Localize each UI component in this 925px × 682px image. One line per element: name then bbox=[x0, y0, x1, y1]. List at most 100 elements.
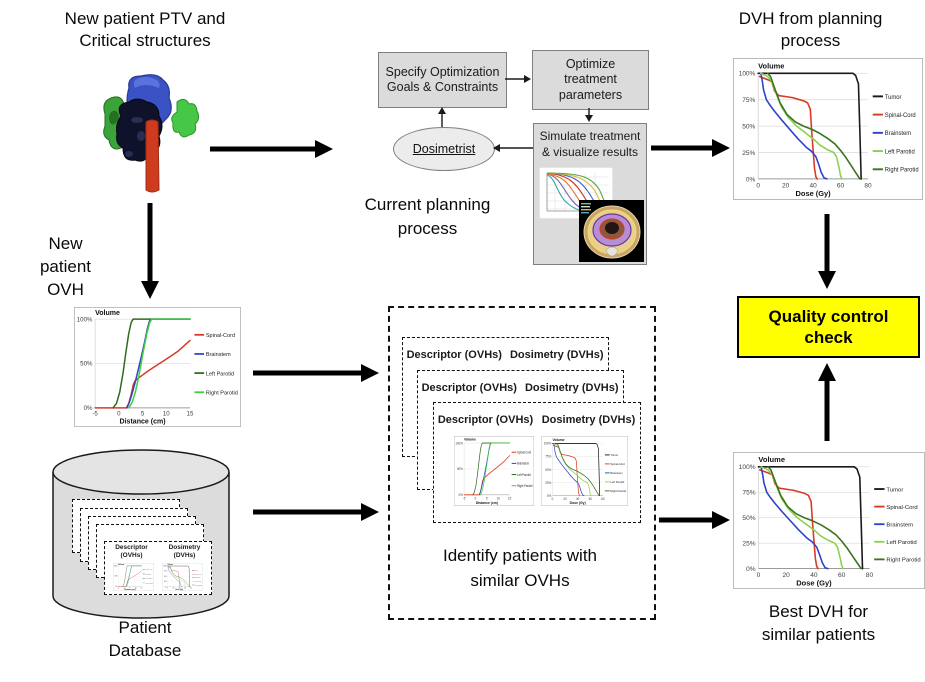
identify-patients-box bbox=[388, 306, 656, 620]
svg-text:Volume: Volume bbox=[758, 61, 784, 70]
svg-text:Volume: Volume bbox=[118, 564, 124, 566]
svg-text:Tumor: Tumor bbox=[611, 453, 619, 457]
svg-text:10: 10 bbox=[497, 496, 500, 500]
arrow-optimize-to-simulate bbox=[585, 108, 593, 122]
svg-text:Left Parotid: Left Parotid bbox=[517, 473, 531, 477]
svg-text:100%: 100% bbox=[739, 71, 756, 78]
svg-text:Right Parotid: Right Parotid bbox=[206, 390, 238, 396]
svg-text:100%: 100% bbox=[455, 441, 463, 445]
svg-text:40: 40 bbox=[809, 182, 817, 189]
specify-goals-box: Specify Optimization Goals & Constraints bbox=[378, 52, 507, 108]
anatomy-structures-image bbox=[103, 74, 200, 193]
svg-text:Right Parotid: Right Parotid bbox=[886, 558, 920, 564]
arrow-ptv-to-ovh bbox=[141, 203, 159, 299]
identify-patients-label: Identify patients with similar OVHs bbox=[442, 546, 598, 590]
svg-text:Dose (Gy): Dose (Gy) bbox=[796, 189, 832, 198]
patient-match-card-front: Descriptor (OVHs) Dosimetry (DVHs) 0% 50%… bbox=[433, 402, 641, 523]
arrow-ptv-to-planning bbox=[210, 140, 333, 158]
svg-text:60: 60 bbox=[184, 588, 186, 590]
arrow-bestdvh-to-qualitycheck bbox=[818, 363, 836, 441]
svg-text:100%: 100% bbox=[544, 442, 552, 446]
svg-text:Spinal-Cord: Spinal-Cord bbox=[145, 569, 152, 571]
svg-text:0%: 0% bbox=[746, 176, 756, 183]
svg-text:Brainstem: Brainstem bbox=[517, 461, 529, 465]
svg-text:100%: 100% bbox=[739, 464, 756, 471]
svg-text:50%: 50% bbox=[80, 361, 93, 368]
svg-text:75%: 75% bbox=[742, 490, 755, 497]
dosimetrist-ellipse: Dosimetrist bbox=[393, 127, 495, 171]
svg-text:Spinal-Cord: Spinal-Cord bbox=[885, 113, 916, 119]
svg-text:0: 0 bbox=[117, 411, 121, 418]
left-parotid-shade bbox=[109, 110, 119, 125]
svg-text:Distance (cm): Distance (cm) bbox=[120, 419, 166, 426]
arrow-ovh-to-identify bbox=[253, 364, 379, 382]
dvh-planning-title: DVH from planning process bbox=[738, 9, 883, 50]
svg-text:Spinal-Cord: Spinal-Cord bbox=[517, 450, 531, 454]
arrow-simulate-to-dvh bbox=[651, 139, 730, 157]
svg-text:Volume: Volume bbox=[553, 438, 565, 442]
svg-text:25%: 25% bbox=[742, 541, 755, 548]
svg-text:40: 40 bbox=[576, 497, 580, 501]
dosimetry-label: Dosimetry (DVHs) bbox=[524, 382, 619, 394]
svg-text:25%: 25% bbox=[164, 581, 168, 583]
structure-detail bbox=[137, 131, 145, 141]
dvh-chart-planning: 0% 25% 50% 75% 100% 0 20 40 60 80 Volume Dose (Gy) T… bbox=[733, 58, 923, 200]
svg-text:100%: 100% bbox=[163, 566, 167, 568]
svg-text:0: 0 bbox=[475, 496, 477, 500]
ptv-title: New patient PTV and Critical structures bbox=[64, 9, 226, 50]
svg-text:100%: 100% bbox=[114, 565, 119, 567]
svg-text:40: 40 bbox=[179, 588, 181, 590]
new-patient-ovh-chart: 0% 50% 100% -5 0 5 10 15 Volume Distance (cm) Spin… bbox=[74, 307, 241, 427]
patient-database-label: Patient Database bbox=[108, 618, 182, 660]
svg-text:Tumor: Tumor bbox=[885, 95, 902, 101]
quality-control-box: Quality control check bbox=[737, 296, 920, 358]
optimize-parameters-box: Optimize treatment parameters bbox=[532, 50, 649, 110]
svg-text:20: 20 bbox=[783, 572, 791, 579]
spinal-cord-shape bbox=[145, 119, 160, 193]
database-record-card-front: Descriptor (OVHs) Dosimetry (DVHs) 0% 50%… bbox=[104, 541, 212, 595]
svg-text:Dose (Gy): Dose (Gy) bbox=[176, 589, 184, 591]
svg-text:25%: 25% bbox=[545, 481, 551, 485]
svg-text:10: 10 bbox=[135, 587, 137, 589]
svg-text:60: 60 bbox=[838, 572, 846, 579]
svg-text:Left Parotid: Left Parotid bbox=[611, 480, 625, 484]
svg-text:80: 80 bbox=[866, 572, 874, 579]
svg-text:Brainstem: Brainstem bbox=[886, 523, 913, 529]
ptv-highlight bbox=[134, 77, 160, 88]
svg-text:Tumor: Tumor bbox=[195, 570, 199, 572]
svg-text:50%: 50% bbox=[115, 576, 119, 578]
svg-text:0%: 0% bbox=[115, 586, 118, 588]
svg-text:Spinal-Cord: Spinal-Cord bbox=[611, 462, 626, 466]
arrow-simulate-to-dosimetrist bbox=[493, 144, 533, 152]
svg-text:Volume: Volume bbox=[167, 564, 173, 566]
svg-text:Dose (Gy): Dose (Gy) bbox=[796, 578, 832, 587]
dvh-chart-best: 0% 25% 50% 75% 100% 0 20 40 60 80 Volume Dose (Gy) T… bbox=[733, 452, 925, 589]
svg-text:15: 15 bbox=[141, 587, 143, 589]
svg-text:50%: 50% bbox=[742, 123, 755, 130]
best-dvh-label: Best DVH for similar patients bbox=[761, 602, 876, 644]
dvh-chart-mini: 0% 25% 50% 75% 100% 0 20 40 60 80 Volume Dose (Gy) T… bbox=[541, 436, 628, 506]
dosimetry-label: Dosimetry (DVHs) bbox=[541, 414, 636, 426]
descriptor-label: Descriptor (OVHs) bbox=[421, 382, 517, 394]
db-dvh-chart-tiny: 0% 25% 50% 75% 100% 0 20 40 60 80 Volume Dose (Gy) T… bbox=[162, 563, 203, 591]
svg-text:60: 60 bbox=[589, 497, 593, 501]
svg-text:100%: 100% bbox=[77, 316, 93, 323]
arrow-specify-to-optimize bbox=[505, 75, 531, 83]
structure-detail bbox=[125, 151, 133, 157]
svg-text:0: 0 bbox=[756, 182, 760, 189]
arrow-dosimetrist-to-specify bbox=[438, 107, 446, 127]
svg-text:Spinal-Cord: Spinal-Cord bbox=[206, 333, 235, 339]
new-patient-ovh-label: New patient OVH bbox=[39, 234, 92, 299]
svg-text:40: 40 bbox=[810, 572, 818, 579]
svg-text:5: 5 bbox=[129, 587, 130, 589]
svg-text:Right Parotid: Right Parotid bbox=[885, 168, 919, 174]
svg-text:Left Parotid: Left Parotid bbox=[886, 540, 916, 546]
svg-text:Right Parotid: Right Parotid bbox=[611, 489, 627, 493]
svg-text:Volume: Volume bbox=[95, 310, 120, 317]
svg-text:20: 20 bbox=[782, 182, 790, 189]
structure-detail bbox=[131, 117, 143, 123]
svg-text:50%: 50% bbox=[457, 467, 463, 471]
svg-text:80: 80 bbox=[864, 182, 872, 189]
svg-text:Distance (cm): Distance (cm) bbox=[476, 501, 499, 505]
